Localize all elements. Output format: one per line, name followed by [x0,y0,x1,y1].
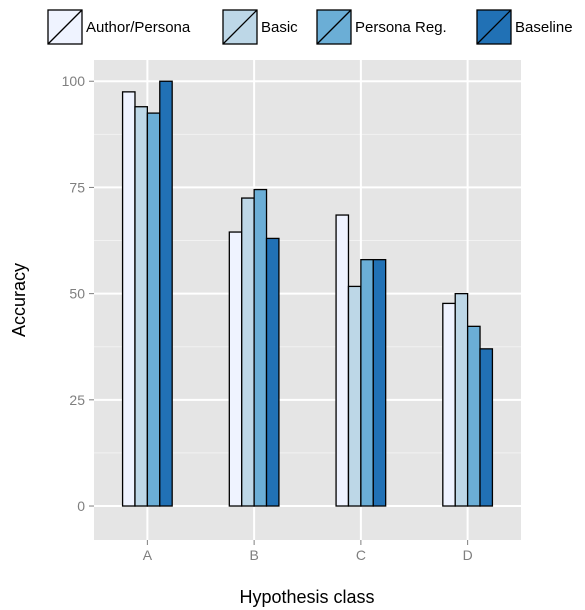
legend-swatch-diagonal [316,9,352,45]
y-axis-title: Accuracy [9,263,29,337]
legend-label: Persona Reg. [355,19,447,36]
x-tick-label: C [356,547,366,563]
bar [335,214,350,507]
bar [228,231,243,507]
legend-swatch-diagonal [47,9,83,45]
y-axis: 0 25 50 75 100 [62,73,94,514]
y-tick-label: 100 [62,73,86,89]
x-tick-label: A [143,547,153,563]
x-axis: A B C D [143,540,473,563]
bar [347,285,362,507]
y-tick-label: 50 [69,286,85,302]
x-tick-label: D [463,547,473,563]
x-axis-title: Hypothesis class [239,587,374,607]
bar [265,237,280,507]
legend: Author/Persona Basic Persona Reg. Baseline [47,9,573,45]
bar [121,91,136,507]
x-tick-label: B [249,547,258,563]
bar [134,106,149,507]
legend-swatch-diagonal [476,9,512,45]
y-tick-label: 25 [69,392,85,408]
bar [253,188,268,507]
bar [159,80,173,507]
bar [479,348,494,507]
legend-label: Baseline [515,19,573,36]
bar [372,258,387,507]
bar [454,292,469,507]
legend-label: Author/Persona [86,19,191,36]
y-tick-label: 0 [77,498,85,514]
bar [466,325,481,507]
y-tick-label: 75 [69,179,85,195]
bar [146,112,161,507]
legend-label: Basic [261,19,298,36]
bar [442,302,456,507]
bar [360,258,374,507]
bars [121,80,494,507]
legend-swatch-diagonal [222,9,258,45]
bar [241,197,255,507]
